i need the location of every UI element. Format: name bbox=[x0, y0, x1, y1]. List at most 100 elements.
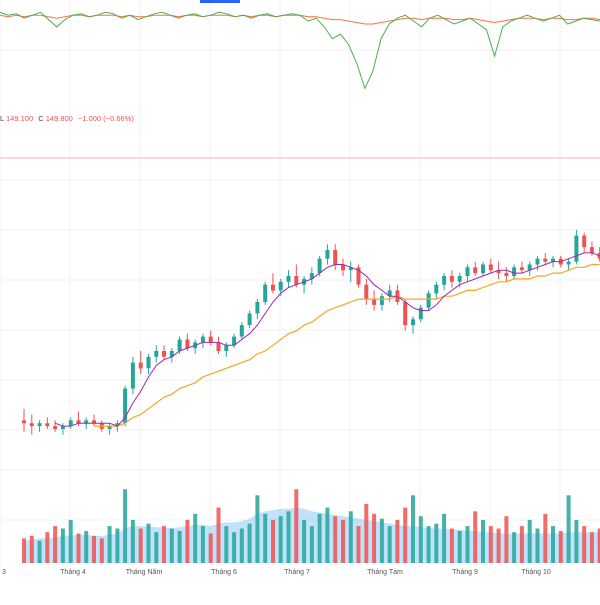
volume-bar bbox=[232, 532, 237, 563]
volume-bar bbox=[379, 518, 384, 563]
grid bbox=[0, 0, 600, 570]
candle bbox=[481, 261, 485, 276]
candle-body bbox=[255, 302, 260, 314]
candle-body bbox=[309, 273, 314, 279]
candle-body bbox=[37, 423, 42, 427]
candle-body bbox=[208, 336, 213, 343]
candle bbox=[426, 290, 431, 311]
candle-body bbox=[457, 276, 462, 282]
candle-body bbox=[239, 325, 244, 337]
candle-body bbox=[341, 264, 345, 271]
volume-bar bbox=[29, 535, 34, 563]
moving-average-short-line bbox=[54, 252, 600, 427]
candle bbox=[543, 252, 548, 265]
candle bbox=[162, 345, 166, 360]
candle bbox=[379, 293, 384, 311]
candle-body bbox=[364, 284, 369, 300]
candle-body bbox=[294, 276, 299, 285]
candle bbox=[403, 299, 408, 331]
candle-body bbox=[442, 276, 447, 285]
candle bbox=[465, 264, 470, 282]
volume-bar bbox=[185, 519, 190, 563]
volume-bar bbox=[193, 513, 198, 563]
candle-body bbox=[434, 284, 439, 294]
candle bbox=[146, 353, 151, 375]
volume-bar bbox=[325, 507, 330, 563]
candle bbox=[29, 414, 34, 435]
candle-body bbox=[138, 362, 143, 369]
candle bbox=[255, 299, 260, 320]
volume-bar bbox=[60, 528, 65, 563]
volume-bar bbox=[84, 531, 89, 563]
active-tab-indicator[interactable] bbox=[200, 0, 240, 3]
volume-bar bbox=[566, 495, 571, 563]
candle-body bbox=[535, 258, 540, 265]
volume-bar bbox=[333, 516, 338, 563]
close-key: C bbox=[38, 114, 44, 123]
candle-body bbox=[551, 258, 555, 262]
volume-bar bbox=[426, 526, 431, 563]
candle-body bbox=[154, 351, 159, 357]
change-value: −1.000 (−0.66%) bbox=[77, 114, 134, 123]
oscillator-pane bbox=[0, 11, 600, 90]
volume-bar bbox=[216, 507, 221, 563]
volume-bar bbox=[589, 532, 594, 563]
candle-body bbox=[348, 267, 353, 271]
candle bbox=[138, 351, 143, 375]
candle-body bbox=[566, 261, 571, 265]
volume-bar bbox=[76, 533, 81, 563]
candle bbox=[294, 264, 299, 288]
candle-body bbox=[286, 276, 291, 282]
volume-bar bbox=[224, 526, 229, 563]
volume-pane bbox=[22, 489, 600, 563]
candle bbox=[302, 276, 307, 294]
volume-bar bbox=[22, 538, 26, 563]
x-tick-label: Tháng 7 bbox=[284, 569, 310, 576]
volume-bar bbox=[418, 516, 423, 563]
x-tick-label: Tháng 10 bbox=[521, 569, 551, 576]
volume-bar bbox=[263, 513, 268, 563]
volume-bar bbox=[302, 519, 307, 563]
candle bbox=[200, 333, 205, 349]
candle bbox=[37, 420, 42, 432]
candle-body bbox=[76, 420, 81, 424]
moving-averages bbox=[54, 252, 600, 427]
candle-body bbox=[512, 267, 517, 276]
candle-body bbox=[481, 264, 485, 274]
volume-bar bbox=[341, 519, 345, 563]
candle-body bbox=[325, 250, 330, 259]
candle-body bbox=[29, 423, 34, 427]
candle-body bbox=[333, 250, 338, 265]
volume-bar bbox=[582, 526, 587, 563]
x-tick-label: Tháng 6 bbox=[211, 569, 237, 576]
candle bbox=[473, 261, 478, 276]
volume-bar bbox=[37, 540, 42, 563]
candle-body bbox=[411, 319, 415, 326]
candle-body bbox=[146, 356, 151, 369]
volume-bar bbox=[372, 513, 377, 563]
volume-bar bbox=[286, 511, 291, 563]
candle-body bbox=[527, 264, 532, 271]
candle-body bbox=[418, 307, 423, 320]
volume-bar bbox=[465, 526, 470, 563]
candle-body bbox=[224, 345, 229, 352]
candle bbox=[232, 333, 237, 349]
volume-bar bbox=[403, 507, 408, 563]
volume-bar bbox=[169, 528, 174, 563]
volume-bar bbox=[107, 526, 112, 563]
candle bbox=[154, 345, 159, 363]
volume-bar bbox=[481, 519, 485, 563]
volume-bar bbox=[294, 489, 299, 563]
candle-body bbox=[271, 284, 275, 291]
candle bbox=[92, 414, 96, 427]
candle-body bbox=[426, 293, 431, 308]
candle-body bbox=[574, 235, 579, 262]
candle-body bbox=[130, 362, 135, 389]
x-tick-label: Tháng Năm bbox=[126, 569, 163, 576]
candle bbox=[395, 284, 400, 305]
candle-body bbox=[84, 420, 89, 424]
candle bbox=[60, 423, 65, 435]
candle bbox=[123, 385, 128, 427]
volume-bar bbox=[130, 519, 135, 563]
